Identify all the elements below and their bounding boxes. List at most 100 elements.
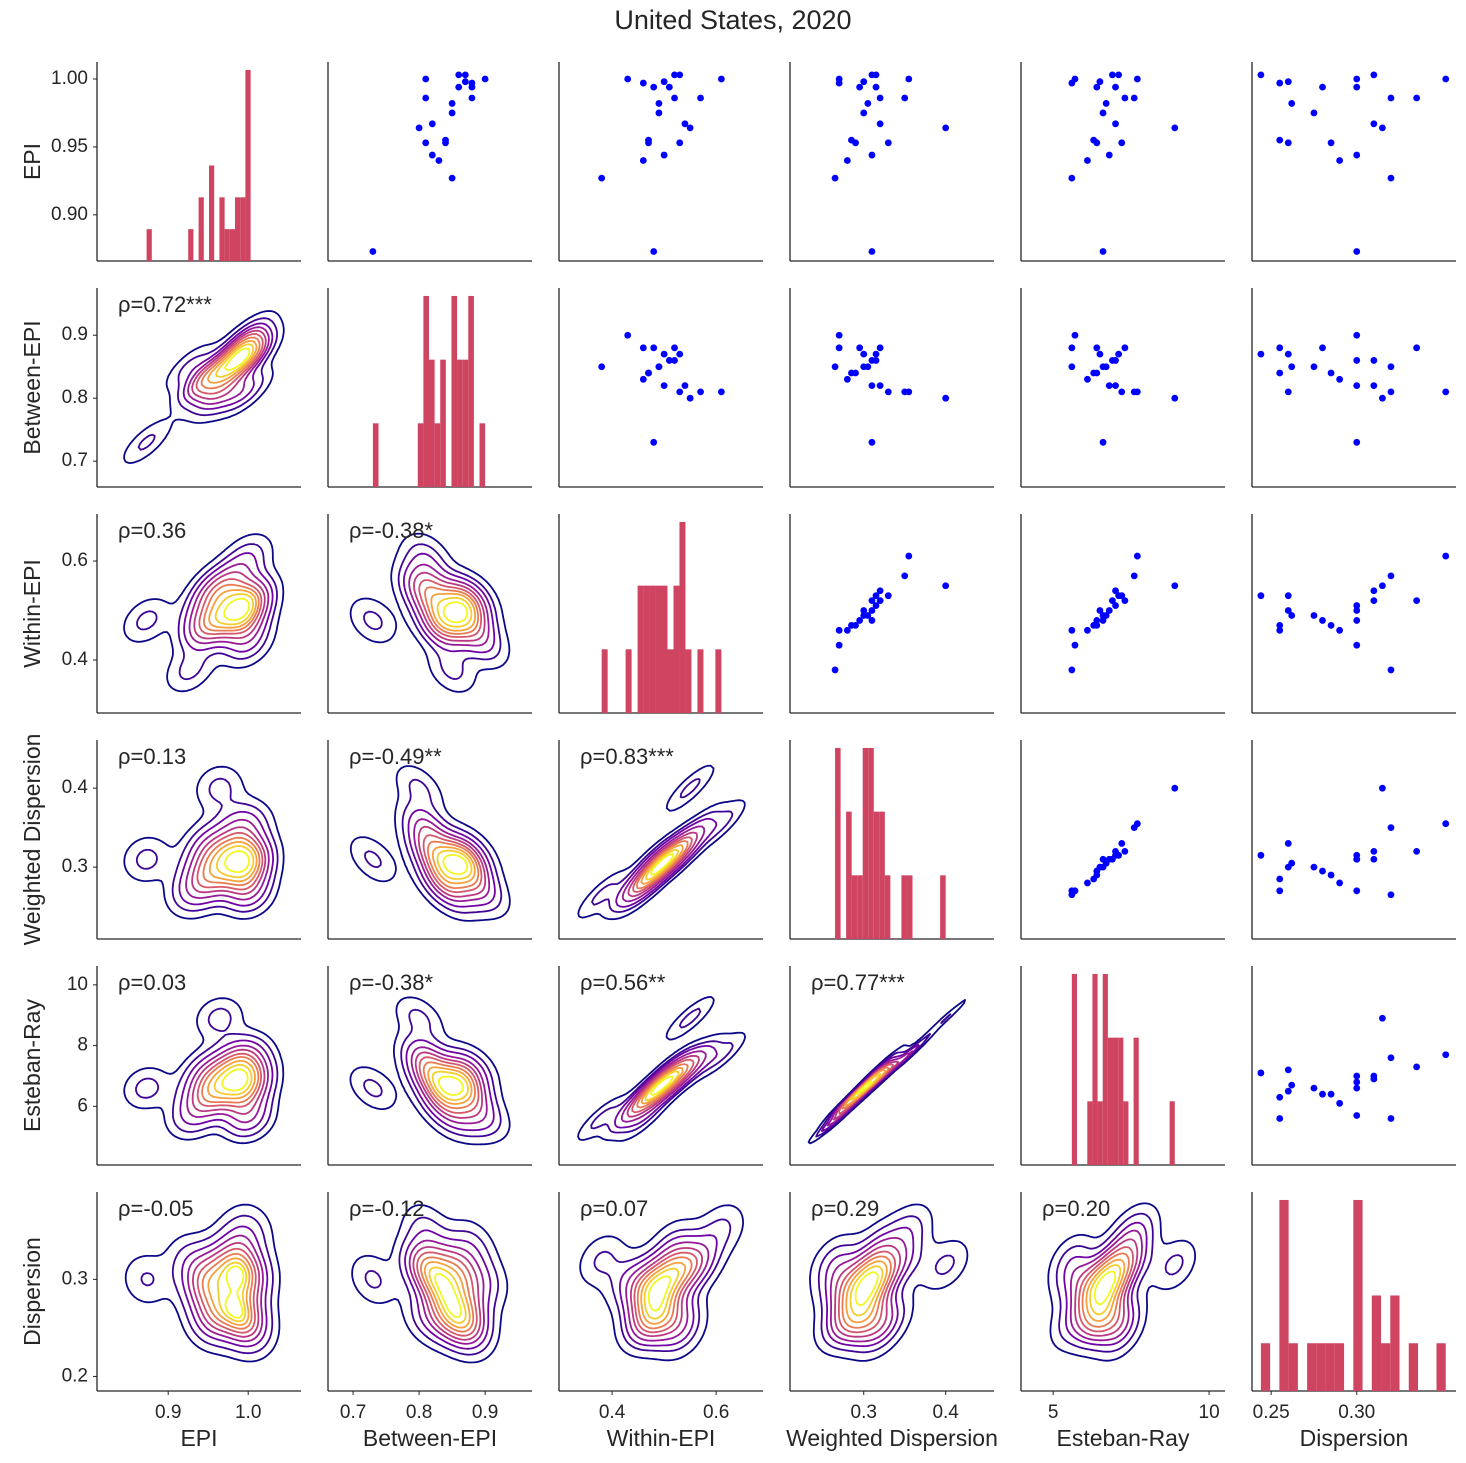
x-axis-label: EPI <box>180 1425 217 1451</box>
scatter-point <box>1276 344 1284 352</box>
scatter-point <box>868 151 876 159</box>
scatter-point <box>1130 572 1138 580</box>
kde-contour <box>1081 1252 1130 1328</box>
scatter-point <box>1096 607 1104 614</box>
scatter-point <box>1327 1090 1335 1098</box>
scatter-point <box>676 139 684 147</box>
hist-bar <box>906 875 913 939</box>
scatter-point <box>1112 602 1119 609</box>
correlation-label: ρ=-0.49** <box>349 744 442 769</box>
scatter-point <box>639 375 647 383</box>
scatter-point <box>1413 344 1421 352</box>
scatter-point <box>717 388 725 396</box>
scatter-point <box>1284 863 1292 871</box>
hist-bar <box>1092 973 1098 1165</box>
scatter-point <box>872 71 880 79</box>
scatter-point <box>1310 612 1318 619</box>
x-tick-label: 0.30 <box>1338 1402 1375 1423</box>
hist-bar <box>868 747 874 939</box>
scatter-point <box>1121 94 1129 102</box>
hist-bar <box>429 359 435 487</box>
kde-contour <box>418 1056 480 1114</box>
scatter-point <box>676 71 684 79</box>
correlation-label: ρ=0.56** <box>580 970 666 995</box>
scatter-point <box>1071 331 1079 339</box>
kde-contour <box>1078 1246 1134 1333</box>
x-tick-label: 0.9 <box>155 1402 181 1423</box>
x-tick-label: 0.4 <box>599 1402 626 1423</box>
scatter-point <box>901 572 909 580</box>
scatter-point <box>665 357 673 364</box>
hist-bar <box>835 747 841 939</box>
x-tick-label: 0.25 <box>1253 1402 1290 1423</box>
kde-contour <box>188 563 270 645</box>
hist-bar <box>229 229 235 261</box>
hist-bar <box>846 811 852 939</box>
y-tick-label: 0.4 <box>62 649 89 670</box>
hist-bar <box>1102 973 1108 1165</box>
chart-title: United States, 2020 <box>614 5 851 35</box>
scatter-point <box>1442 388 1450 396</box>
hist-bar <box>462 359 469 487</box>
kde-contour <box>414 1051 483 1119</box>
scatter-point <box>481 75 489 83</box>
scatter-point <box>1084 879 1091 887</box>
scatter-point <box>1353 75 1361 83</box>
y-tick-label: 6 <box>77 1095 88 1116</box>
kde-contour <box>187 1234 264 1343</box>
hist-bar <box>1316 1343 1326 1391</box>
scatter-point <box>1130 824 1138 832</box>
scatter-point <box>1093 344 1101 352</box>
scatter-point <box>1284 1087 1292 1095</box>
hist-bar <box>1390 1295 1400 1391</box>
scatter-point <box>660 382 668 390</box>
kde-contour <box>621 825 706 903</box>
scatter-point <box>717 75 725 83</box>
scatter-point <box>1413 94 1421 102</box>
x-tick-label: 0.6 <box>703 1402 729 1423</box>
scatter-point <box>1068 344 1076 352</box>
hist-bar <box>1353 1199 1363 1391</box>
kde-contour <box>647 1275 672 1312</box>
hist-bar <box>1334 1343 1345 1391</box>
scatter-point <box>1068 626 1076 634</box>
hist-bar <box>715 649 722 713</box>
scatter-point <box>1442 1051 1450 1059</box>
scatter-point <box>1112 120 1119 128</box>
scatter-point <box>598 174 606 182</box>
scatter-point <box>868 607 876 614</box>
scatter-point <box>645 369 652 377</box>
scatter-point <box>639 79 647 87</box>
scatter-point <box>1379 124 1386 132</box>
scatter-point <box>665 83 673 91</box>
scatter-point <box>835 626 843 634</box>
hist-bar <box>1279 1199 1289 1391</box>
scatter-point <box>1353 438 1361 446</box>
scatter-point <box>884 388 892 396</box>
y-tick-label: 0.95 <box>51 136 88 157</box>
y-tick-label: 0.9 <box>62 324 88 345</box>
scatter-point <box>1105 151 1113 159</box>
y-tick-label: 0.6 <box>62 550 88 571</box>
scatter-point <box>1353 1072 1361 1080</box>
kde-contour <box>179 1039 274 1131</box>
kde-contour <box>630 1247 703 1337</box>
kde-contour <box>206 340 258 384</box>
hist-bar <box>901 875 907 939</box>
scatter-point <box>1353 1112 1361 1119</box>
kde-contour <box>137 317 278 451</box>
scatter-point <box>942 582 950 590</box>
scatter-point <box>1353 248 1361 255</box>
hist-bar <box>667 649 674 713</box>
scatter-point <box>624 331 632 339</box>
kde-contour <box>182 322 274 410</box>
scatter-point <box>1276 369 1284 377</box>
hist-bar <box>440 359 446 487</box>
scatter-point <box>1336 626 1344 634</box>
scatter-point <box>422 139 430 147</box>
scatter-point <box>835 75 843 83</box>
scatter-point <box>1093 617 1101 624</box>
kde-contour <box>841 1255 892 1329</box>
scatter-point <box>1171 784 1179 792</box>
